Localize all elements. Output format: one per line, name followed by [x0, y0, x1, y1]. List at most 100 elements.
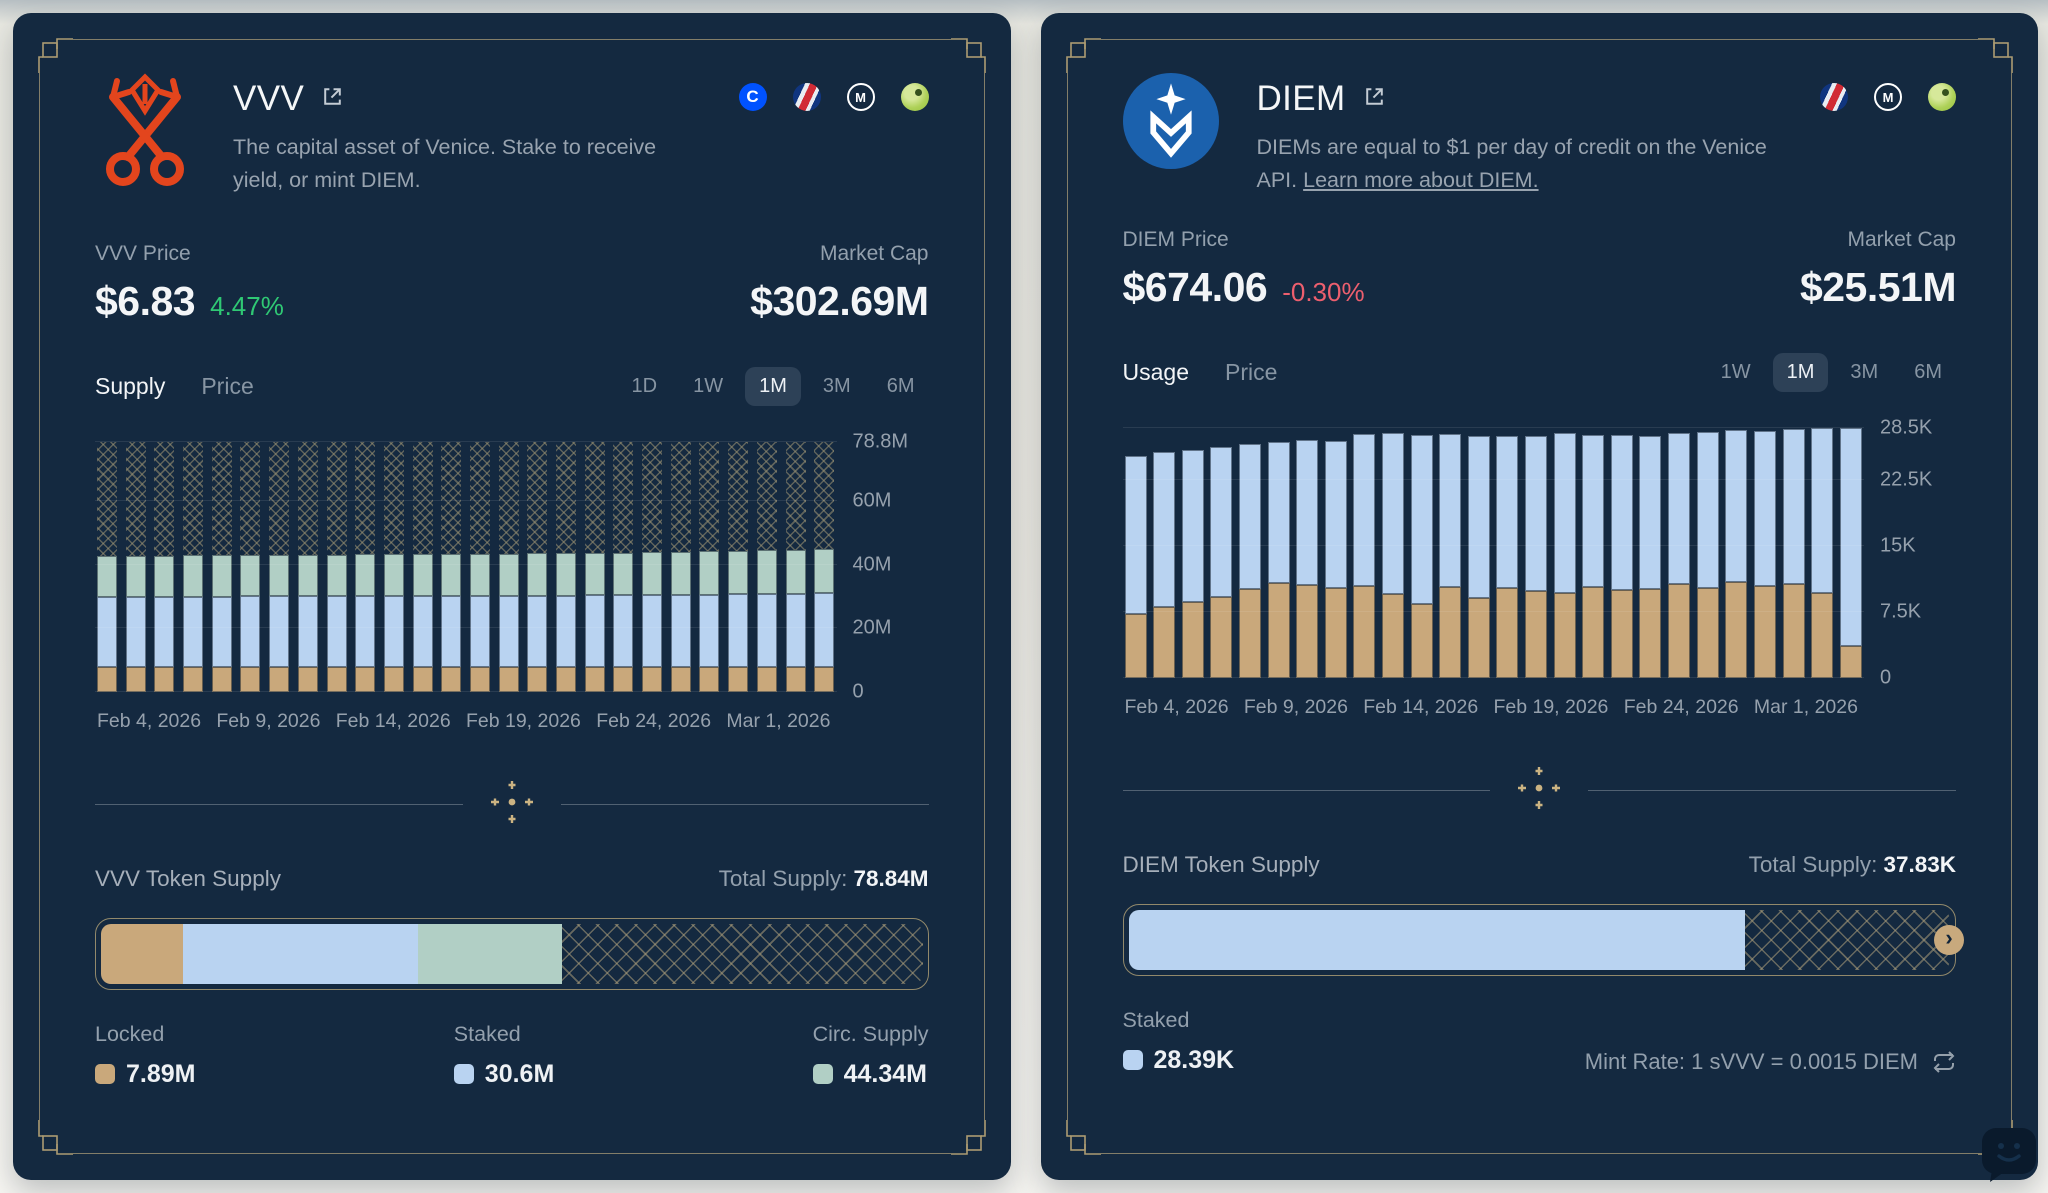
chart-bar[interactable]	[1811, 427, 1834, 678]
unallocated-hatch-segment	[1744, 909, 1950, 970]
chart-bar[interactable]	[1296, 439, 1319, 678]
total-supply: Total Supply: 78.84M	[718, 865, 929, 891]
y-axis: 0 20M 40M 60M 78.8M	[852, 430, 909, 703]
chart-bar[interactable]	[183, 441, 204, 692]
chart-bar[interactable]	[498, 441, 519, 692]
refresh-icon[interactable]	[1932, 1050, 1956, 1074]
timeframe-6m[interactable]: 6M	[1914, 360, 1942, 383]
chart-bar[interactable]	[125, 441, 146, 692]
tab-supply[interactable]: Supply	[95, 372, 166, 399]
chart-bar[interactable]	[1553, 432, 1576, 678]
coinmarketcap-icon[interactable]: M	[846, 83, 875, 111]
learn-more-link[interactable]: Learn more about DIEM.	[1303, 168, 1539, 193]
chart-bar[interactable]	[756, 441, 777, 692]
staked-swatch	[453, 1064, 474, 1085]
coinbase-icon[interactable]: C	[738, 83, 767, 111]
supply-progress-bar	[95, 917, 929, 990]
chart-bar[interactable]	[383, 441, 404, 692]
chart-bar[interactable]	[1439, 433, 1462, 678]
exchange-swirl-icon[interactable]	[1820, 83, 1848, 111]
legend-locked: Locked 7.89M	[95, 1021, 196, 1088]
supply-title: DIEM Token Supply	[1122, 851, 1320, 877]
external-link-icon[interactable]	[1362, 84, 1387, 114]
timeframe-1d[interactable]: 1D	[631, 374, 658, 397]
market-cap-value: $302.69M	[750, 277, 929, 324]
chart-bar[interactable]	[1668, 432, 1691, 678]
chart-bar[interactable]	[326, 441, 347, 692]
circ-supply-segment	[418, 923, 562, 984]
chart-bar[interactable]	[211, 441, 232, 692]
timeframe-6m[interactable]: 6M	[886, 374, 915, 397]
tab-price[interactable]: Price	[201, 372, 254, 399]
chart-bar[interactable]	[1267, 441, 1290, 678]
chart-bar[interactable]	[1153, 452, 1176, 678]
chart-bar[interactable]	[1725, 430, 1748, 678]
chart-bar[interactable]	[1639, 435, 1662, 678]
chart-bar[interactable]	[154, 441, 175, 692]
chart-bar[interactable]	[1410, 434, 1433, 678]
timeframe-1w[interactable]: 1W	[1720, 360, 1751, 383]
token-description: The capital asset of Venice. Stake to re…	[233, 135, 657, 193]
chart-bar[interactable]	[1381, 432, 1404, 678]
chart-bar[interactable]	[1839, 427, 1862, 678]
timeframe-1m[interactable]: 1M	[1772, 352, 1829, 392]
chart-bar[interactable]	[1124, 455, 1147, 678]
chart-bar[interactable]	[1496, 435, 1519, 678]
chart-bar[interactable]	[613, 441, 634, 692]
chart-bar[interactable]	[642, 441, 663, 692]
chart-bar[interactable]	[670, 441, 691, 692]
chart-bar[interactable]	[240, 441, 261, 692]
chart-bar[interactable]	[97, 441, 117, 692]
chart-bar[interactable]	[1324, 440, 1347, 678]
chart-bar[interactable]	[1696, 432, 1719, 678]
chart-bar[interactable]	[556, 441, 576, 692]
chart-bar[interactable]	[269, 441, 290, 692]
price-label: VVV Price	[95, 241, 191, 265]
chart-bar[interactable]	[699, 441, 720, 692]
usage-chart: 0 7.5K 15K 22.5K 28.5K Feb 4, 2026 Feb 9, 202…	[1122, 416, 1957, 719]
tab-usage[interactable]: Usage	[1122, 358, 1189, 385]
chart-bar[interactable]	[297, 441, 318, 692]
coinmarketcap-icon[interactable]: M	[1874, 83, 1902, 111]
page-title: VVV	[233, 79, 305, 118]
chart-plot[interactable]	[95, 440, 837, 692]
timeframe-1m[interactable]: 1M	[745, 366, 801, 406]
legend-circ-supply: Circ. Supply 44.34M	[812, 1021, 929, 1088]
chart-bar[interactable]	[1753, 431, 1776, 678]
chart-bar[interactable]	[1238, 444, 1261, 678]
chart-bar[interactable]	[469, 441, 490, 692]
chart-bar[interactable]	[355, 441, 376, 692]
feedback-chat-icon[interactable]	[1978, 1126, 2040, 1189]
chart-bar[interactable]	[441, 441, 462, 692]
chart-bar[interactable]	[527, 441, 548, 692]
chart-bar[interactable]	[584, 441, 605, 692]
chart-bar[interactable]	[1353, 433, 1376, 678]
coingecko-icon[interactable]	[1928, 83, 1956, 111]
token-supply-section: VVV Token Supply Total Supply: 78.84M Loc…	[95, 866, 929, 1089]
tab-price[interactable]: Price	[1224, 358, 1278, 385]
chart-bar[interactable]	[412, 441, 433, 692]
chart-bar[interactable]	[1582, 434, 1605, 678]
x-axis-label: Feb 14, 2026	[335, 709, 451, 732]
timeframe-3m[interactable]: 3M	[822, 374, 851, 397]
coingecko-icon[interactable]	[900, 83, 929, 111]
chart-bar[interactable]	[1210, 446, 1233, 678]
timeframe-3m[interactable]: 3M	[1850, 360, 1879, 383]
chart-bar[interactable]	[728, 441, 749, 692]
chart-plot[interactable]	[1122, 426, 1864, 678]
chart-bar[interactable]	[1467, 436, 1490, 678]
chart-bar[interactable]	[814, 441, 835, 692]
chart-bar[interactable]	[785, 441, 806, 692]
token-supply-section: DIEM Token Supply Total Supply: 37.83K › …	[1122, 851, 1964, 1075]
exchange-swirl-icon[interactable]	[792, 83, 821, 111]
corner-ornament	[950, 25, 999, 73]
price-label: DIEM Price	[1122, 227, 1229, 251]
chart-bar[interactable]	[1181, 449, 1204, 678]
chevron-right-icon[interactable]: ›	[1934, 924, 1964, 955]
chart-bar[interactable]	[1525, 435, 1548, 678]
timeframe-1w[interactable]: 1W	[693, 374, 724, 397]
external-link-icon[interactable]	[320, 84, 345, 114]
chart-bar[interactable]	[1782, 428, 1805, 678]
chart-bar[interactable]	[1610, 434, 1633, 678]
